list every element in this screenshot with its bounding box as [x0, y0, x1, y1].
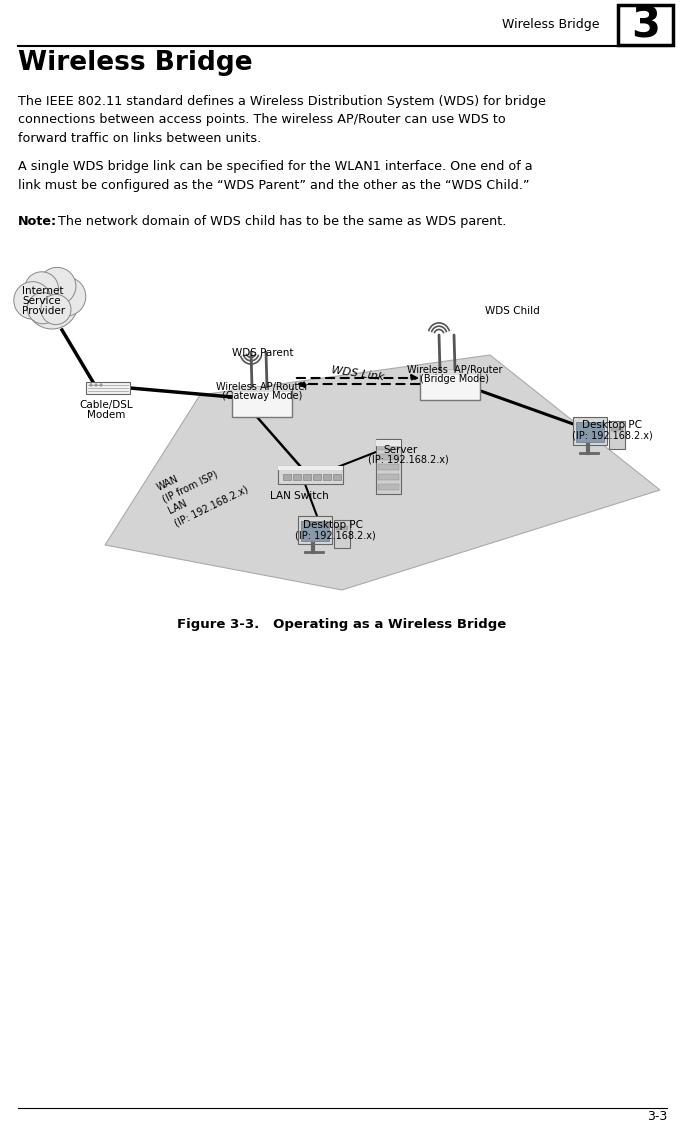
Text: WDS Child: WDS Child	[485, 305, 540, 316]
Text: A single WDS bridge link can be specified for the WLAN1 interface. One end of a
: A single WDS bridge link can be specifie…	[18, 159, 533, 192]
Circle shape	[38, 267, 76, 304]
Text: 3: 3	[631, 4, 660, 46]
Text: Modem: Modem	[87, 410, 125, 420]
Circle shape	[27, 293, 58, 323]
Text: (IP: 192.168.2.x): (IP: 192.168.2.x)	[295, 530, 376, 540]
FancyBboxPatch shape	[376, 439, 401, 494]
Text: (Bridge Mode): (Bridge Mode)	[421, 374, 490, 384]
FancyBboxPatch shape	[232, 387, 292, 417]
FancyBboxPatch shape	[278, 466, 343, 484]
Text: 3-3: 3-3	[647, 1110, 667, 1123]
FancyBboxPatch shape	[420, 369, 480, 375]
Text: Desktop PC: Desktop PC	[303, 520, 363, 530]
Text: The network domain of WDS child has to be the same as WDS parent.: The network domain of WDS child has to b…	[58, 214, 506, 228]
FancyBboxPatch shape	[303, 474, 311, 480]
Bar	[618, 4, 673, 45]
Text: (IP: 192.168.2.x): (IP: 192.168.2.x)	[572, 430, 653, 440]
FancyBboxPatch shape	[378, 484, 399, 490]
Text: Provider: Provider	[22, 305, 65, 316]
FancyBboxPatch shape	[376, 440, 401, 446]
Text: The IEEE 802.11 standard defines a Wireless Distribution System (WDS) for bridge: The IEEE 802.11 standard defines a Wirel…	[18, 95, 546, 145]
FancyBboxPatch shape	[611, 427, 623, 431]
FancyBboxPatch shape	[378, 454, 399, 460]
FancyBboxPatch shape	[378, 474, 399, 480]
Circle shape	[90, 384, 92, 386]
Text: Wireless  AP/Router: Wireless AP/Router	[408, 365, 503, 375]
Polygon shape	[105, 355, 660, 590]
FancyBboxPatch shape	[420, 369, 480, 400]
FancyBboxPatch shape	[609, 421, 625, 449]
Text: LAN Switch: LAN Switch	[270, 491, 329, 501]
FancyBboxPatch shape	[283, 474, 291, 480]
FancyBboxPatch shape	[298, 515, 332, 544]
Text: Desktop PC: Desktop PC	[582, 420, 642, 430]
Text: WDS Link: WDS Link	[331, 365, 385, 382]
Circle shape	[26, 277, 78, 329]
FancyBboxPatch shape	[378, 464, 399, 471]
FancyBboxPatch shape	[334, 520, 350, 548]
FancyBboxPatch shape	[301, 521, 329, 541]
FancyBboxPatch shape	[293, 474, 301, 480]
Circle shape	[47, 277, 86, 316]
Circle shape	[25, 272, 58, 305]
Text: (IP: 192.168.2.x): (IP: 192.168.2.x)	[368, 454, 449, 464]
Circle shape	[14, 282, 51, 319]
FancyBboxPatch shape	[323, 474, 331, 480]
Text: WAN
(IP from ISP)
LAN
(IP: 192.168.2.x): WAN (IP from ISP) LAN (IP: 192.168.2.x)	[155, 448, 249, 528]
Text: Cable/DSL: Cable/DSL	[79, 400, 133, 410]
Text: Figure 3-3.   Operating as a Wireless Bridge: Figure 3-3. Operating as a Wireless Brid…	[177, 618, 507, 631]
Text: Wireless Bridge: Wireless Bridge	[18, 51, 253, 76]
Text: Server: Server	[383, 445, 417, 455]
FancyBboxPatch shape	[278, 466, 343, 471]
Text: Wireless Bridge: Wireless Bridge	[503, 18, 600, 31]
FancyBboxPatch shape	[232, 387, 292, 392]
Text: (Gateway Mode): (Gateway Mode)	[222, 391, 302, 401]
FancyBboxPatch shape	[573, 417, 607, 445]
Circle shape	[41, 294, 71, 325]
FancyBboxPatch shape	[333, 474, 341, 480]
Circle shape	[100, 384, 102, 386]
Text: Wireless AP/Router: Wireless AP/Router	[216, 382, 308, 392]
Text: Internet: Internet	[22, 286, 64, 296]
Text: Service: Service	[22, 296, 61, 305]
Text: Note:: Note:	[18, 214, 57, 228]
FancyBboxPatch shape	[86, 382, 130, 394]
FancyBboxPatch shape	[576, 422, 604, 442]
FancyBboxPatch shape	[378, 444, 399, 450]
FancyBboxPatch shape	[336, 526, 348, 530]
Text: WDS Parent: WDS Parent	[232, 348, 293, 358]
FancyBboxPatch shape	[313, 474, 321, 480]
Circle shape	[95, 384, 97, 386]
